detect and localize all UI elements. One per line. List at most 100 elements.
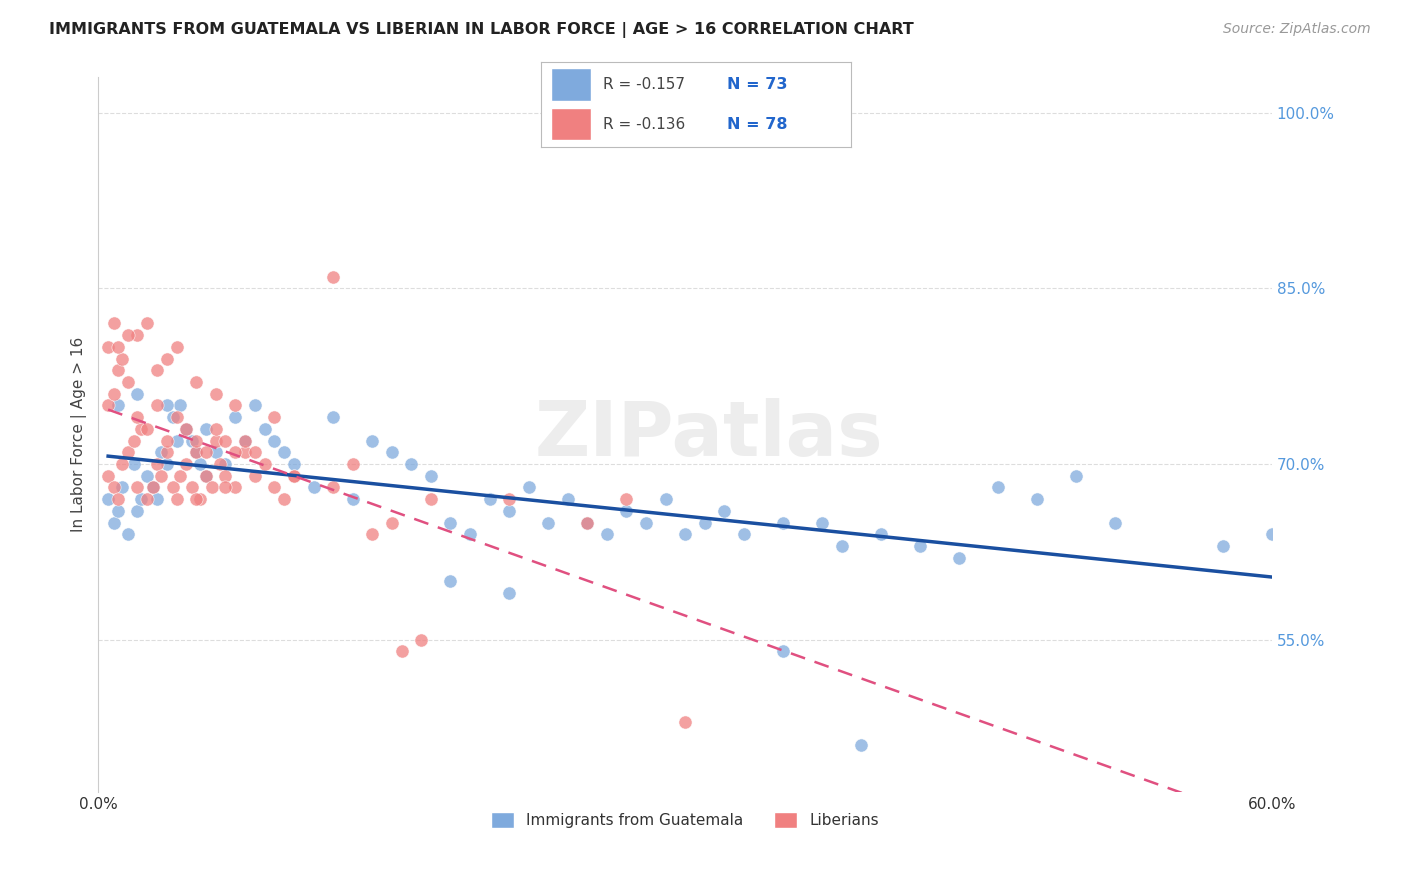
Point [869, 527, 891, 541]
Point [194, 468, 217, 483]
Point [263, 434, 285, 448]
Point [772, 516, 794, 530]
Point [381, 445, 404, 459]
Point [409, 632, 432, 647]
Point [634, 516, 657, 530]
Point [948, 550, 970, 565]
Point [107, 492, 129, 507]
Legend: Immigrants from Guatemala, Liberians: Immigrants from Guatemala, Liberians [485, 806, 886, 834]
Point [188, 492, 211, 507]
Point [811, 516, 834, 530]
Text: R = -0.157: R = -0.157 [603, 77, 685, 92]
Point [107, 504, 129, 518]
Point [146, 457, 169, 471]
Point [654, 492, 676, 507]
Point [243, 399, 266, 413]
Point [233, 434, 256, 448]
Point [149, 445, 172, 459]
Text: ZIPatlas: ZIPatlas [534, 398, 883, 472]
Point [987, 480, 1010, 494]
Point [176, 457, 198, 471]
Point [127, 328, 149, 343]
Point [283, 468, 305, 483]
Point [149, 468, 172, 483]
Point [772, 644, 794, 658]
Point [342, 457, 364, 471]
Point [204, 445, 226, 459]
Point [107, 399, 129, 413]
Point [322, 269, 344, 284]
Point [194, 422, 217, 436]
Point [127, 386, 149, 401]
Text: N = 73: N = 73 [727, 77, 787, 92]
Point [176, 422, 198, 436]
Point [111, 457, 134, 471]
Point [204, 434, 226, 448]
Point [186, 375, 208, 389]
Point [361, 527, 384, 541]
Point [439, 574, 461, 588]
Point [107, 363, 129, 377]
Point [273, 445, 295, 459]
Point [419, 492, 441, 507]
Point [537, 516, 560, 530]
Point [162, 480, 184, 494]
Point [673, 527, 696, 541]
Point [204, 386, 226, 401]
Point [302, 480, 325, 494]
Point [616, 504, 638, 518]
Point [122, 457, 145, 471]
Point [342, 492, 364, 507]
Point [233, 445, 256, 459]
Point [97, 399, 120, 413]
Point [401, 457, 423, 471]
Point [557, 492, 579, 507]
Point [243, 445, 266, 459]
Point [233, 434, 256, 448]
Point [733, 527, 755, 541]
Point [97, 340, 120, 354]
Point [253, 457, 276, 471]
Point [131, 422, 153, 436]
Point [381, 516, 404, 530]
Point [243, 468, 266, 483]
Point [136, 492, 159, 507]
Point [596, 527, 619, 541]
Point [214, 468, 236, 483]
Point [97, 492, 120, 507]
Point [103, 317, 125, 331]
Point [194, 445, 217, 459]
Y-axis label: In Labor Force | Age > 16: In Labor Force | Age > 16 [72, 337, 87, 533]
Point [214, 434, 236, 448]
Point [322, 480, 344, 494]
Point [176, 422, 198, 436]
Point [186, 492, 208, 507]
Point [186, 434, 208, 448]
Point [111, 480, 134, 494]
Point [283, 468, 305, 483]
Point [439, 516, 461, 530]
Point [146, 399, 169, 413]
Point [419, 468, 441, 483]
Text: N = 78: N = 78 [727, 117, 787, 132]
Point [849, 738, 872, 752]
Point [166, 492, 188, 507]
Point [576, 516, 599, 530]
Point [253, 422, 276, 436]
Point [283, 457, 305, 471]
Point [458, 527, 481, 541]
Point [214, 457, 236, 471]
Point [127, 504, 149, 518]
Point [498, 504, 520, 518]
Point [111, 351, 134, 366]
Point [131, 492, 153, 507]
Point [136, 317, 159, 331]
Point [201, 480, 224, 494]
Point [1026, 492, 1049, 507]
Point [498, 586, 520, 600]
Point [169, 399, 191, 413]
Point [181, 480, 204, 494]
Point [263, 410, 285, 425]
Point [117, 328, 139, 343]
Bar [551, 69, 591, 101]
